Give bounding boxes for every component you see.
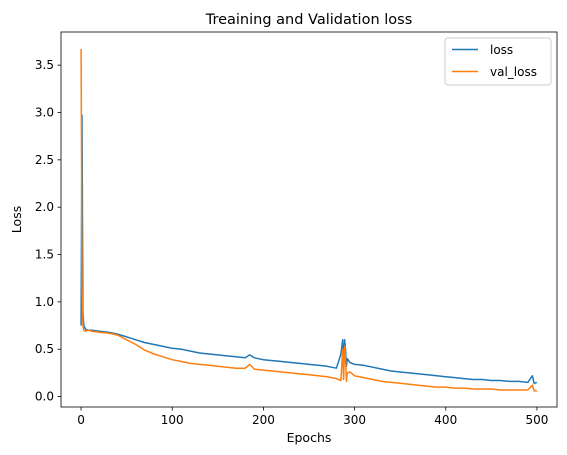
y-tick-label: 3.0 [35,105,54,119]
x-tick-label: 0 [77,413,85,427]
x-tick-label: 100 [161,413,184,427]
legend-label-val-loss: val_loss [490,65,537,79]
x-tick-label: 500 [525,413,548,427]
x-tick-label: 300 [343,413,366,427]
plot-area: 0 100 200 300 400 500 0.0 0.5 1.0 1.5 2.0 2.5 3.0 3.… [35,31,558,427]
y-tick-label: 3.5 [35,58,54,72]
y-tick-label: 1.5 [35,248,54,262]
y-tick-label: 0.5 [35,342,54,356]
x-axis-label: Epochs [287,430,332,445]
y-tick-label: 1.0 [35,295,54,309]
y-axis-label: Loss [9,206,24,233]
chart-title: Treaining and Validation loss [205,12,413,28]
legend-label-loss: loss [490,43,513,57]
legend: loss val_loss [444,37,552,86]
x-tick-label: 200 [252,413,275,427]
y-axis-ticks: 0.0 0.5 1.0 1.5 2.0 2.5 3.0 3.5 [35,58,61,404]
y-tick-label: 0.0 [35,390,54,404]
y-tick-label: 2.0 [35,200,54,214]
plot-frame [60,31,558,408]
x-tick-label: 400 [434,413,457,427]
series-layer [80,48,538,392]
series-line-loss [80,114,538,385]
series-line-val-loss [80,48,537,392]
plot-background [61,32,557,407]
x-axis-ticks: 0 100 200 300 400 500 [77,407,548,427]
y-tick-label: 2.5 [35,153,54,167]
